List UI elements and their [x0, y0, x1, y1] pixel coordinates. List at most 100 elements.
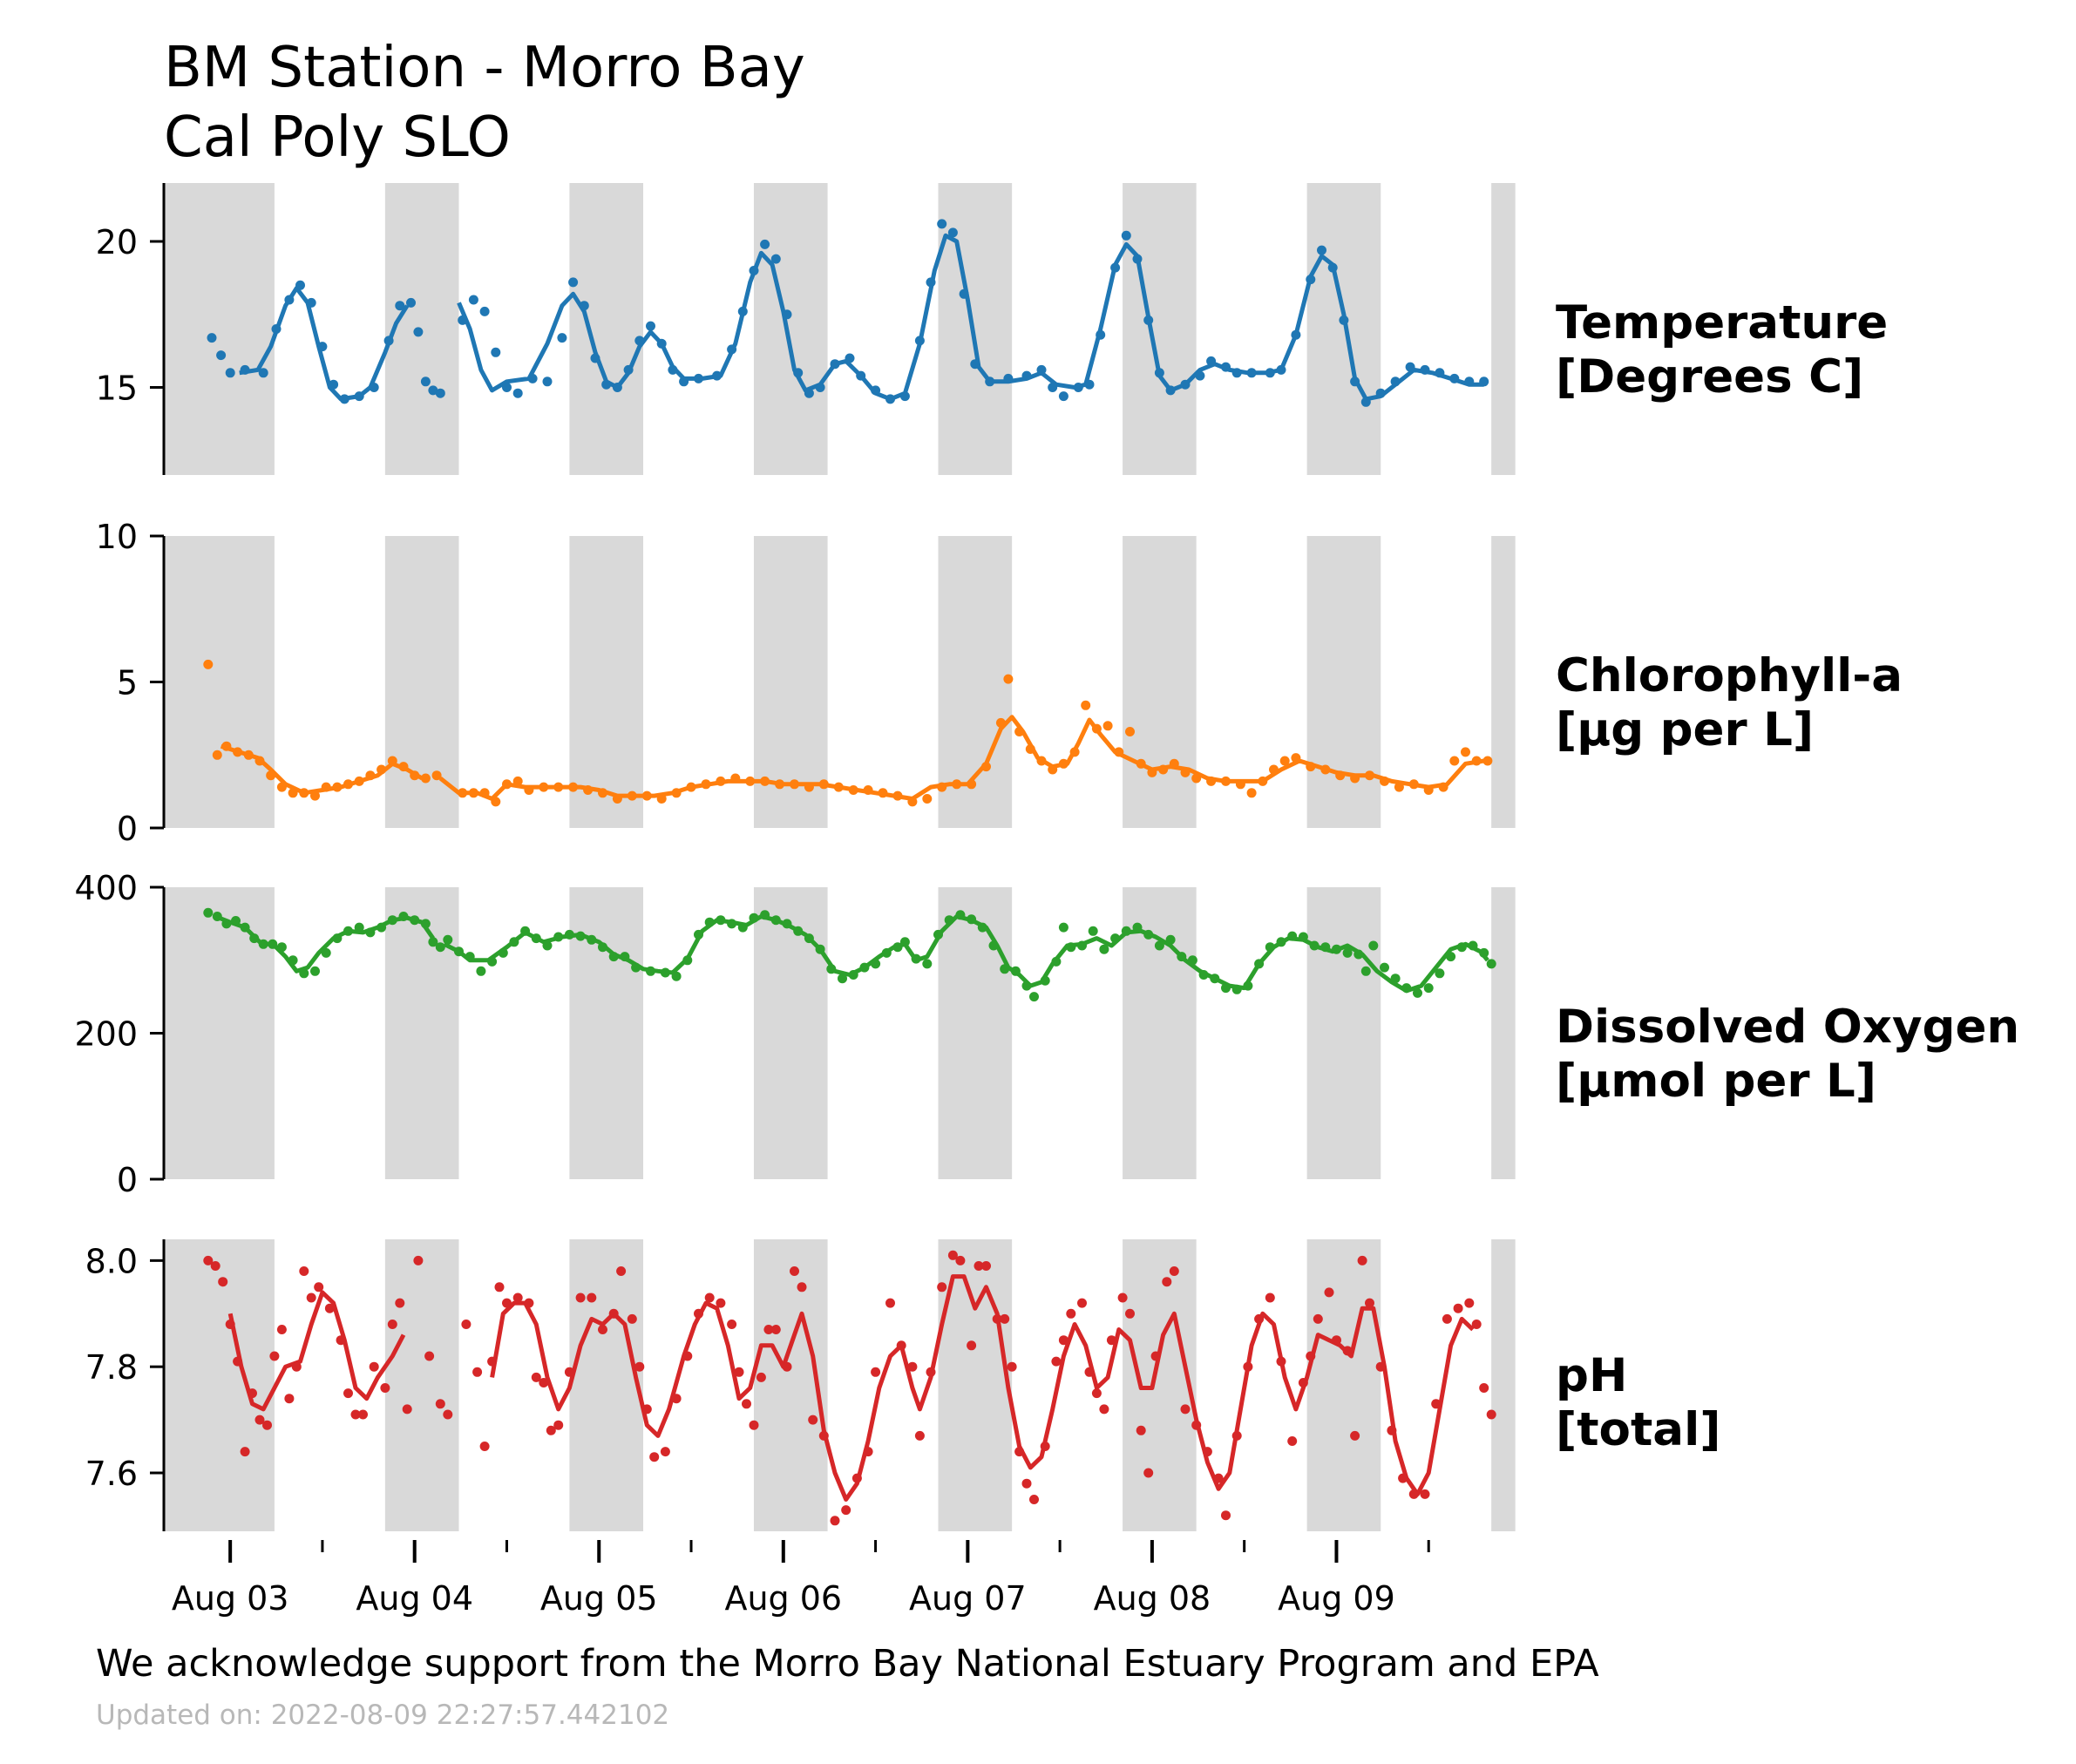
x-tick-label: Aug 08	[1094, 1579, 1211, 1618]
data-point-temperature	[646, 321, 655, 331]
data-point-chlorophyll	[863, 785, 873, 795]
data-point-oxygen	[365, 927, 376, 938]
x-tick-label: Aug 07	[909, 1579, 1027, 1618]
night-shade	[164, 183, 275, 475]
data-point-ph	[512, 1292, 523, 1303]
panel-label-chlorophyll: Chlorophyll-a [µg per L]	[1556, 649, 1903, 757]
data-point-chlorophyll	[833, 782, 844, 792]
data-point-oxygen	[476, 966, 486, 976]
data-point-chlorophyll	[1350, 773, 1360, 784]
panel-label-line: Dissolved Oxygen	[1556, 1001, 2020, 1054]
data-point-oxygen	[398, 912, 409, 921]
data-point-oxygen	[221, 919, 232, 929]
night-shade	[1491, 183, 1516, 475]
data-point-oxygen	[899, 937, 910, 947]
data-point-chlorophyll	[539, 782, 549, 792]
data-point-temperature	[1339, 315, 1349, 325]
data-point-temperature	[468, 295, 478, 305]
data-point-chlorophyll	[512, 776, 523, 786]
y-tick-label: 20	[96, 223, 138, 261]
data-point-oxygen	[310, 966, 320, 976]
data-point-temperature	[623, 364, 634, 375]
x-tick-label: Aug 06	[724, 1579, 842, 1618]
data-point-oxygen	[1040, 975, 1050, 986]
data-point-ph	[1243, 1361, 1253, 1372]
data-point-ph	[564, 1367, 574, 1377]
data-point-ph	[472, 1367, 483, 1377]
panel-label-ph: pH [total]	[1556, 1349, 1720, 1457]
data-point-temperature	[1231, 368, 1242, 378]
data-point-ph	[797, 1282, 807, 1292]
data-point-oxygen	[1423, 983, 1434, 994]
data-point-temperature	[1003, 373, 1014, 383]
data-point-oxygen	[428, 937, 438, 947]
data-point-temperature	[985, 377, 995, 387]
night-shade	[1306, 183, 1381, 475]
data-point-temperature	[885, 394, 895, 404]
night-shade	[1306, 536, 1381, 828]
panel-label-oxygen: Dissolved Oxygen [µmol per L]	[1556, 1001, 2019, 1109]
data-point-ph	[413, 1255, 424, 1265]
data-point-oxygen	[1468, 940, 1478, 951]
data-point-chlorophyll	[1423, 785, 1434, 795]
data-point-chlorophyll	[243, 750, 254, 760]
panel-label-unit: [Degrees C]	[1556, 350, 1864, 404]
data-point-chlorophyll	[1125, 727, 1135, 736]
data-point-oxygen	[1401, 983, 1412, 994]
data-point-temperature	[1350, 377, 1360, 387]
data-point-temperature	[712, 370, 723, 381]
y-tick-label: 0	[117, 810, 138, 848]
night-shade	[1306, 1239, 1381, 1531]
data-point-ph	[358, 1409, 368, 1420]
data-point-oxygen	[1187, 955, 1197, 966]
night-shade	[1123, 887, 1197, 1179]
data-point-chlorophyll	[967, 779, 977, 790]
data-point-ph	[1040, 1442, 1050, 1451]
data-point-chlorophyll	[479, 788, 490, 798]
data-point-oxygen	[212, 912, 222, 921]
data-point-oxygen	[542, 940, 553, 951]
night-shade	[1491, 887, 1516, 1179]
data-point-oxygen	[608, 952, 619, 962]
data-point-chlorophyll	[686, 782, 696, 792]
data-point-oxygen	[727, 919, 737, 929]
data-point-chlorophyll	[1449, 756, 1460, 766]
night-shade	[1123, 1239, 1197, 1531]
data-point-ph	[387, 1320, 397, 1329]
data-point-ph	[1464, 1298, 1475, 1308]
data-point-ph	[727, 1320, 737, 1329]
data-point-temperature	[590, 353, 600, 363]
data-point-chlorophyll	[1014, 727, 1025, 736]
data-point-chlorophyll	[1408, 779, 1419, 790]
data-point-oxygen	[321, 947, 331, 958]
data-point-oxygen	[1198, 970, 1209, 980]
data-point-oxygen	[498, 947, 508, 958]
data-point-ph	[1077, 1298, 1087, 1308]
data-point-ph	[704, 1292, 715, 1303]
data-point-chlorophyll	[310, 790, 320, 801]
data-point-temperature	[1154, 368, 1164, 378]
acknowledgement-text: We acknowledge support from the Morro Ba…	[96, 1642, 1599, 1686]
data-point-ph	[682, 1351, 693, 1361]
data-point-oxygen	[922, 959, 933, 969]
data-point-chlorophyll	[299, 788, 309, 798]
data-point-ph	[240, 1447, 250, 1457]
data-point-ph	[871, 1367, 881, 1377]
data-point-ph	[1099, 1404, 1109, 1415]
data-point-oxygen	[1435, 968, 1445, 979]
data-point-oxygen	[848, 970, 858, 980]
data-point-temperature	[240, 364, 250, 375]
data-point-oxygen	[1110, 933, 1121, 944]
data-point-ph	[967, 1340, 977, 1351]
data-point-temperature	[1291, 329, 1301, 340]
data-point-ph	[1231, 1430, 1242, 1441]
data-point-oxygen	[1413, 987, 1422, 998]
data-point-oxygen	[1010, 966, 1021, 976]
data-point-temperature	[1110, 262, 1121, 273]
data-point-chlorophyll	[1136, 758, 1146, 769]
data-point-ph	[641, 1404, 652, 1415]
data-point-oxygen	[1058, 922, 1069, 933]
data-point-oxygen	[1486, 959, 1496, 969]
data-point-oxygen	[826, 964, 837, 974]
data-point-chlorophyll	[995, 717, 1006, 728]
